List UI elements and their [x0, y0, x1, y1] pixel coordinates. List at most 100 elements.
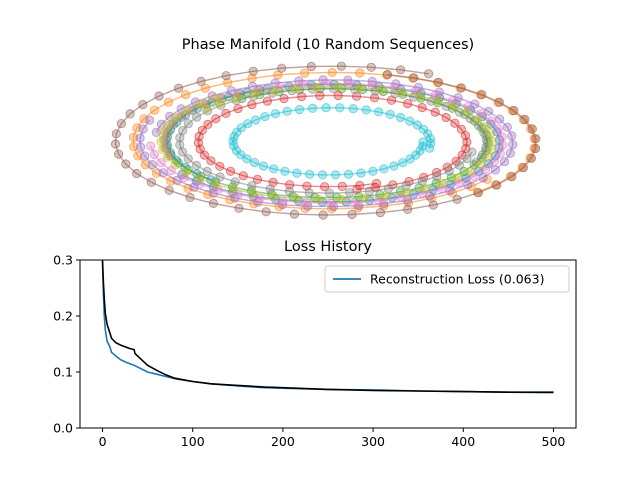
- phase-point-9-45: [425, 134, 435, 144]
- phase-point-5-10: [531, 143, 541, 154]
- phase-point-7-16: [215, 172, 225, 182]
- phase-point-5-6: [509, 105, 519, 116]
- phase-point-9-31: [282, 106, 292, 116]
- phase-point-3-10: [215, 161, 225, 171]
- phase-point-4-45: [135, 133, 145, 143]
- phase-point-5-25: [208, 198, 218, 208]
- phase-point-8-0: [201, 104, 211, 114]
- phase-point-3-2: [337, 181, 347, 191]
- phase-point-4-23: [505, 148, 515, 158]
- phase-point-8-8: [355, 83, 365, 93]
- phase-point-5-13: [507, 172, 517, 182]
- phase-point-5-45: [366, 62, 376, 72]
- phase-point-5-0: [382, 70, 393, 80]
- phase-point-3-27: [351, 91, 362, 101]
- phase-point-7-13: [265, 184, 275, 194]
- phase-point-4-43: [140, 151, 150, 161]
- phase-point-8-47: [210, 93, 220, 103]
- phase-point-5-2: [433, 77, 444, 87]
- phase-point-3-19: [221, 108, 231, 119]
- phase-point-1-24: [181, 90, 191, 100]
- phase-point-4-27: [463, 180, 473, 190]
- phase-point-1-29: [300, 68, 310, 78]
- phase-point-5-34: [116, 119, 126, 129]
- phase-point-8-23: [452, 173, 463, 183]
- phase-point-0-26: [486, 119, 496, 129]
- phase-point-9-32: [294, 104, 305, 115]
- phase-point-6-41: [213, 185, 223, 195]
- phase-point-8-30: [313, 194, 324, 204]
- x-tick-label-3: 300: [361, 434, 385, 449]
- phase-point-3-33: [441, 112, 451, 123]
- phase-point-4-19: [494, 114, 505, 124]
- phase-point-5-41: [248, 66, 258, 76]
- legend: Reconstruction Loss (0.063): [324, 265, 570, 293]
- phase-point-3-24: [296, 92, 307, 102]
- phase-point-5-35: [125, 109, 135, 119]
- phase-point-6-37: [302, 198, 312, 208]
- phase-line-8: [160, 86, 494, 201]
- phase-point-9-8: [368, 166, 378, 176]
- phase-point-9-34: [321, 103, 331, 113]
- phase-point-9-4: [405, 154, 415, 164]
- phase-point-9-28: [251, 115, 261, 125]
- phase-point-3-17: [203, 119, 213, 130]
- phase-point-7-4: [432, 171, 442, 182]
- phase-point-8-43: [162, 120, 172, 131]
- y-tick-label-0: 0.0: [53, 421, 73, 436]
- phase-manifold-chart: Phase Manifold (10 Random Sequences): [110, 37, 541, 220]
- phase-point-7-45: [481, 142, 491, 153]
- phase-point-8-24: [437, 178, 448, 188]
- phase-point-5-43: [306, 61, 316, 72]
- phase-point-3-11: [206, 156, 216, 166]
- phase-point-8-31: [291, 193, 301, 203]
- phase-point-9-44: [423, 129, 433, 139]
- phase-point-5-46: [395, 65, 406, 75]
- phase-point-3-8: [238, 171, 248, 181]
- phase-chart-title: Phase Manifold (10 Random Sequences): [182, 37, 474, 53]
- loss-history-chart: Loss History 0.0 0.1 0.2 0.3 0 100 200 300 400 5…: [53, 239, 577, 449]
- phase-point-8-14: [462, 107, 472, 117]
- phase-point-8-6: [311, 82, 321, 92]
- phase-point-3-7: [252, 174, 263, 184]
- phase-point-5-21: [318, 210, 328, 220]
- phase-point-9-30: [270, 109, 280, 119]
- phase-point-5-42: [277, 63, 287, 73]
- phase-point-6-8: [215, 93, 225, 103]
- phase-point-8-9: [376, 84, 386, 95]
- phase-point-5-8: [527, 124, 537, 134]
- y-tick-label-2: 0.2: [53, 309, 73, 324]
- phase-point-5-9: [531, 134, 541, 144]
- phase-point-3-32: [430, 107, 440, 117]
- phase-point-4-26: [478, 173, 488, 183]
- phase-plot-area: [110, 61, 541, 220]
- phase-point-9-13: [304, 169, 315, 179]
- phase-point-9-16: [269, 164, 279, 174]
- phase-point-8-17: [485, 129, 495, 139]
- x-tick-label-4: 400: [451, 434, 475, 449]
- phase-point-9-5: [398, 158, 408, 168]
- phase-point-5-16: [452, 194, 462, 204]
- phase-point-3-28: [369, 93, 380, 103]
- phase-point-4-20: [502, 122, 512, 132]
- phase-point-7-19: [183, 154, 193, 164]
- phase-point-9-29: [260, 112, 270, 122]
- phase-point-7-14: [247, 181, 257, 191]
- phase-point-5-15: [473, 188, 483, 198]
- phase-point-8-11: [415, 91, 426, 101]
- phase-point-6-22: [486, 116, 496, 126]
- phase-point-6-47: [146, 141, 156, 151]
- phase-point-1-22: [149, 105, 160, 115]
- phase-point-8-16: [480, 121, 490, 131]
- phase-point-8-35: [210, 179, 220, 189]
- phase-point-5-27: [164, 185, 174, 195]
- phase-point-9-1: [417, 141, 427, 151]
- phase-point-8-32: [269, 191, 279, 201]
- phase-point-9-23: [228, 136, 238, 146]
- phase-point-5-19: [375, 208, 385, 218]
- phase-point-7-17: [202, 166, 212, 177]
- phase-point-7-24: [183, 119, 193, 129]
- phase-point-8-12: [433, 96, 443, 106]
- phase-point-1-19: [128, 132, 139, 142]
- phase-point-8-25: [420, 183, 430, 194]
